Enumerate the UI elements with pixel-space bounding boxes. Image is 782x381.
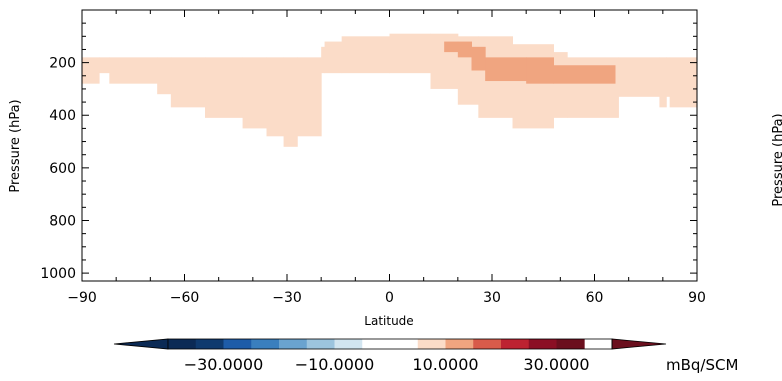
heatmap-cell — [205, 57, 244, 118]
colorbar-bin — [168, 339, 197, 349]
colorbar-bin — [501, 339, 530, 349]
heatmap-cell — [526, 57, 554, 84]
heatmap-cell — [659, 57, 667, 108]
heatmap-cell — [485, 57, 527, 82]
heatmap-cells — [82, 33, 697, 147]
heatmap-cell — [324, 41, 343, 74]
colorbar-unit-label: mBq/SCM — [666, 356, 738, 374]
colorbar-bin — [279, 339, 308, 349]
y-tick-label: 400 — [49, 108, 76, 124]
y-tick-label: 600 — [49, 161, 76, 177]
heatmap-cell — [669, 57, 697, 108]
heatmap-cell — [444, 41, 459, 53]
heatmap-cell — [283, 57, 298, 147]
x-tick-label: −90 — [67, 290, 97, 306]
colorbar-bin — [528, 339, 557, 349]
y-axis: 200 400 600 800 1000 — [40, 22, 697, 282]
colorbar-bin — [473, 339, 502, 349]
colorbar-bin — [251, 339, 280, 349]
colorbar-frame — [167, 338, 613, 350]
heatmap-cell — [109, 57, 158, 84]
colorbar-tick-label: −10.0000 — [295, 355, 375, 374]
colorbar-bin — [417, 339, 446, 349]
colorbar-bin — [195, 339, 224, 349]
colorbar-bin — [445, 339, 474, 349]
heatmap-cell — [321, 46, 326, 74]
colorbar-bin — [223, 339, 252, 349]
x-tick-label: 30 — [483, 290, 501, 306]
heatmap-cell — [553, 65, 616, 84]
heatmap-cell — [457, 41, 472, 58]
heatmap-cell — [618, 57, 660, 97]
x-axis-label: Latitude — [364, 314, 413, 328]
colorbar-tick-label: −30.0000 — [184, 355, 264, 374]
heatmap-cell — [389, 33, 431, 74]
y-tick-label: 1000 — [40, 266, 76, 282]
x-axis: −90 −60 −30 0 30 60 90 — [67, 10, 706, 306]
heatmap-cell — [471, 46, 486, 71]
heatmap-cell — [99, 57, 110, 74]
heatmap-cell — [266, 57, 285, 137]
y-axis-label: Pressure (hPa) — [8, 99, 23, 192]
heatmap-cell — [341, 36, 390, 74]
heatmap-cell — [242, 57, 267, 129]
heatmap-cell — [82, 57, 100, 84]
colorbar-bin — [334, 339, 363, 349]
colorbar-bin — [556, 339, 585, 349]
heatmap-cell — [553, 52, 568, 118]
y-tick-label: 800 — [49, 213, 76, 229]
heatmap-cell — [512, 44, 554, 129]
second-panel-y-axis-label: Pressure (hPa) — [771, 113, 782, 206]
y-tick-label: 200 — [49, 56, 76, 72]
x-tick-label: −30 — [272, 290, 302, 306]
x-tick-label: 0 — [385, 290, 394, 306]
heatmap-cell — [157, 57, 172, 95]
heatmap-cell — [297, 57, 322, 137]
heatmap-cell — [170, 57, 206, 108]
colorbar-tick-label: 10.0000 — [412, 355, 478, 374]
x-tick-label: 60 — [586, 290, 604, 306]
colorbar-bin — [362, 339, 419, 349]
colorbar-bin — [306, 339, 335, 349]
colorbar-tick-label: 30.0000 — [523, 355, 589, 374]
heatmap-cell — [666, 57, 671, 97]
x-tick-label: 90 — [688, 290, 706, 306]
colorbar: −30.0000 −10.0000 10.0000 30.0000 — [113, 338, 667, 374]
x-tick-label: −60 — [170, 290, 200, 306]
